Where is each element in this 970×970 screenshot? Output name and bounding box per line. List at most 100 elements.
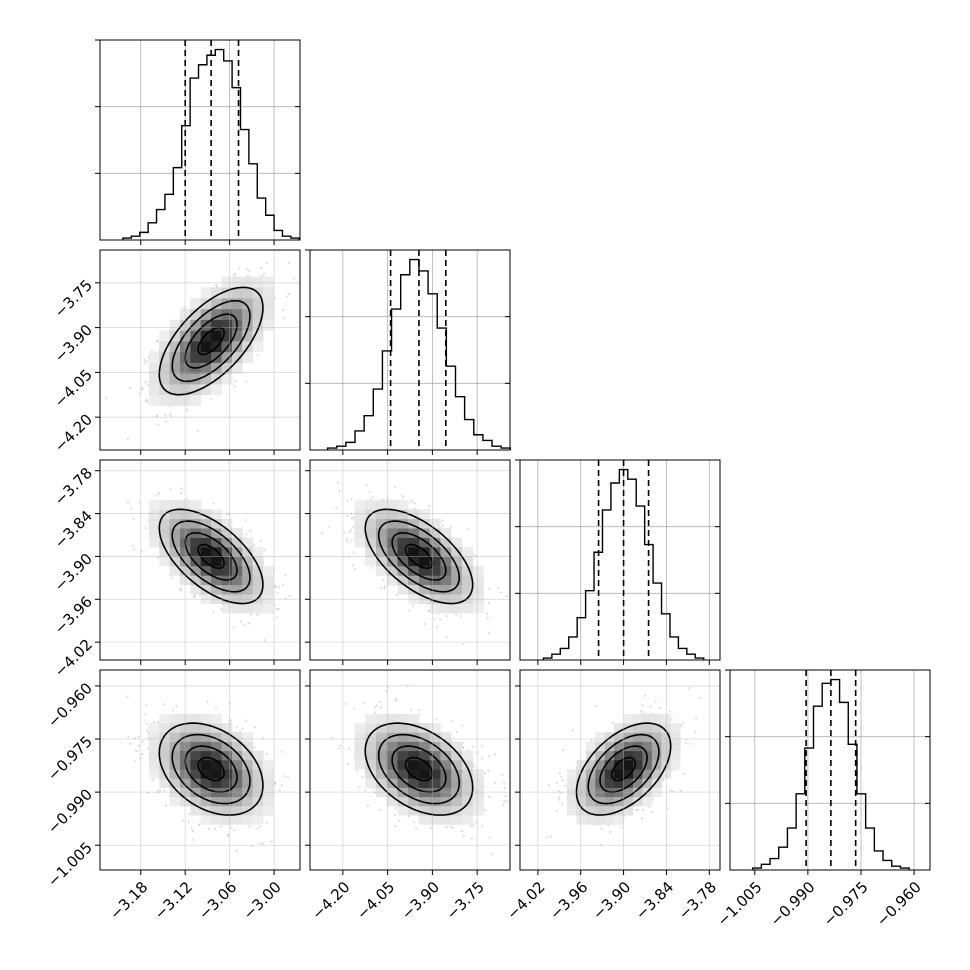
sample-point — [288, 261, 291, 264]
density-cell — [252, 603, 264, 614]
sample-point — [485, 612, 489, 615]
sample-point — [144, 361, 147, 364]
sample-point — [212, 611, 215, 614]
density-cell — [263, 584, 274, 595]
sample-point — [351, 526, 354, 529]
sample-point — [196, 429, 200, 432]
sample-point — [413, 502, 416, 505]
y-tick-label: −4.05 — [51, 366, 96, 411]
density-cell — [263, 575, 274, 586]
sample-point — [282, 317, 285, 320]
density-panel-2-0: −4.02−3.96−3.90−3.84−3.78 — [51, 459, 301, 681]
y-tick-label: −3.90 — [51, 550, 96, 595]
sample-point — [220, 825, 223, 828]
y-tick-label: −3.90 — [51, 321, 96, 366]
density-cell — [242, 575, 253, 586]
density-cell — [169, 362, 181, 374]
sample-point — [232, 626, 235, 629]
density-cell — [148, 351, 160, 363]
density-cell — [472, 603, 484, 614]
density-cell — [190, 394, 202, 406]
sample-point — [263, 639, 266, 642]
sample-point — [234, 272, 237, 275]
sample-point — [256, 354, 259, 357]
sample-point — [151, 779, 155, 782]
sample-point — [246, 274, 249, 277]
sample-point — [183, 306, 186, 309]
sample-point — [455, 613, 458, 617]
density-cell — [365, 556, 377, 567]
density-cell — [159, 556, 171, 567]
density-panel-3-0: −3.18 −3.12 −3.06 −3.00−1.005−0.990−0.975−0… — [44, 669, 301, 923]
sample-point — [409, 500, 412, 504]
sample-point — [259, 825, 262, 828]
sample-point — [423, 622, 426, 626]
sample-point — [233, 385, 236, 388]
sample-point — [346, 541, 349, 544]
density-cell — [169, 499, 181, 510]
sample-point — [288, 594, 291, 598]
sample-point — [144, 713, 147, 716]
sample-point — [383, 585, 387, 588]
density-cell — [376, 499, 388, 510]
sample-point — [180, 487, 183, 490]
density-cell — [211, 556, 222, 567]
sample-point — [180, 492, 183, 495]
density-cell — [221, 603, 233, 614]
sample-point — [145, 398, 148, 401]
sample-point — [249, 613, 253, 617]
density-cell — [169, 528, 181, 538]
sample-point — [157, 424, 160, 427]
sample-point — [433, 617, 436, 620]
sample-point — [130, 507, 133, 510]
sample-point — [402, 496, 405, 499]
density-cell — [221, 276, 233, 288]
sample-point — [350, 498, 353, 501]
sample-point — [131, 544, 134, 547]
sample-point — [393, 486, 397, 489]
density-cell — [419, 556, 431, 567]
density-cell — [354, 518, 366, 529]
sample-point — [505, 595, 508, 598]
sample-point — [441, 519, 444, 523]
sample-point — [169, 414, 172, 418]
sample-point — [383, 587, 386, 590]
density-cell — [263, 276, 274, 288]
sample-point — [350, 539, 353, 542]
density-cell — [263, 308, 274, 320]
sample-point — [144, 381, 147, 384]
sample-point — [169, 412, 172, 415]
sample-point — [284, 574, 287, 577]
panel-frame — [519, 459, 721, 661]
sample-point — [337, 481, 340, 484]
sample-point — [408, 609, 411, 612]
density-cell — [169, 394, 181, 406]
sample-point — [259, 842, 262, 845]
density-cell — [408, 547, 420, 557]
density-cell — [148, 518, 160, 529]
sample-point — [144, 527, 147, 530]
density-cell — [231, 298, 243, 310]
density-cell — [159, 499, 171, 510]
sample-point — [185, 408, 188, 411]
y-tick-label: −4.02 — [51, 635, 96, 680]
sample-point — [256, 614, 259, 617]
sample-point — [436, 625, 439, 629]
sample-point — [138, 392, 141, 395]
density-cell — [354, 509, 366, 520]
density-cell — [211, 509, 222, 520]
sample-point — [215, 283, 218, 286]
density-cell — [211, 384, 222, 396]
density-cell — [386, 528, 398, 538]
sample-point — [233, 829, 236, 832]
sample-point — [245, 268, 248, 271]
sample-point — [487, 602, 490, 605]
sample-point — [350, 529, 353, 532]
sample-point — [261, 842, 264, 845]
sample-point — [171, 576, 174, 579]
sample-point — [382, 578, 385, 581]
sample-point — [159, 789, 162, 792]
sample-point — [353, 568, 357, 571]
sample-point — [365, 484, 368, 487]
